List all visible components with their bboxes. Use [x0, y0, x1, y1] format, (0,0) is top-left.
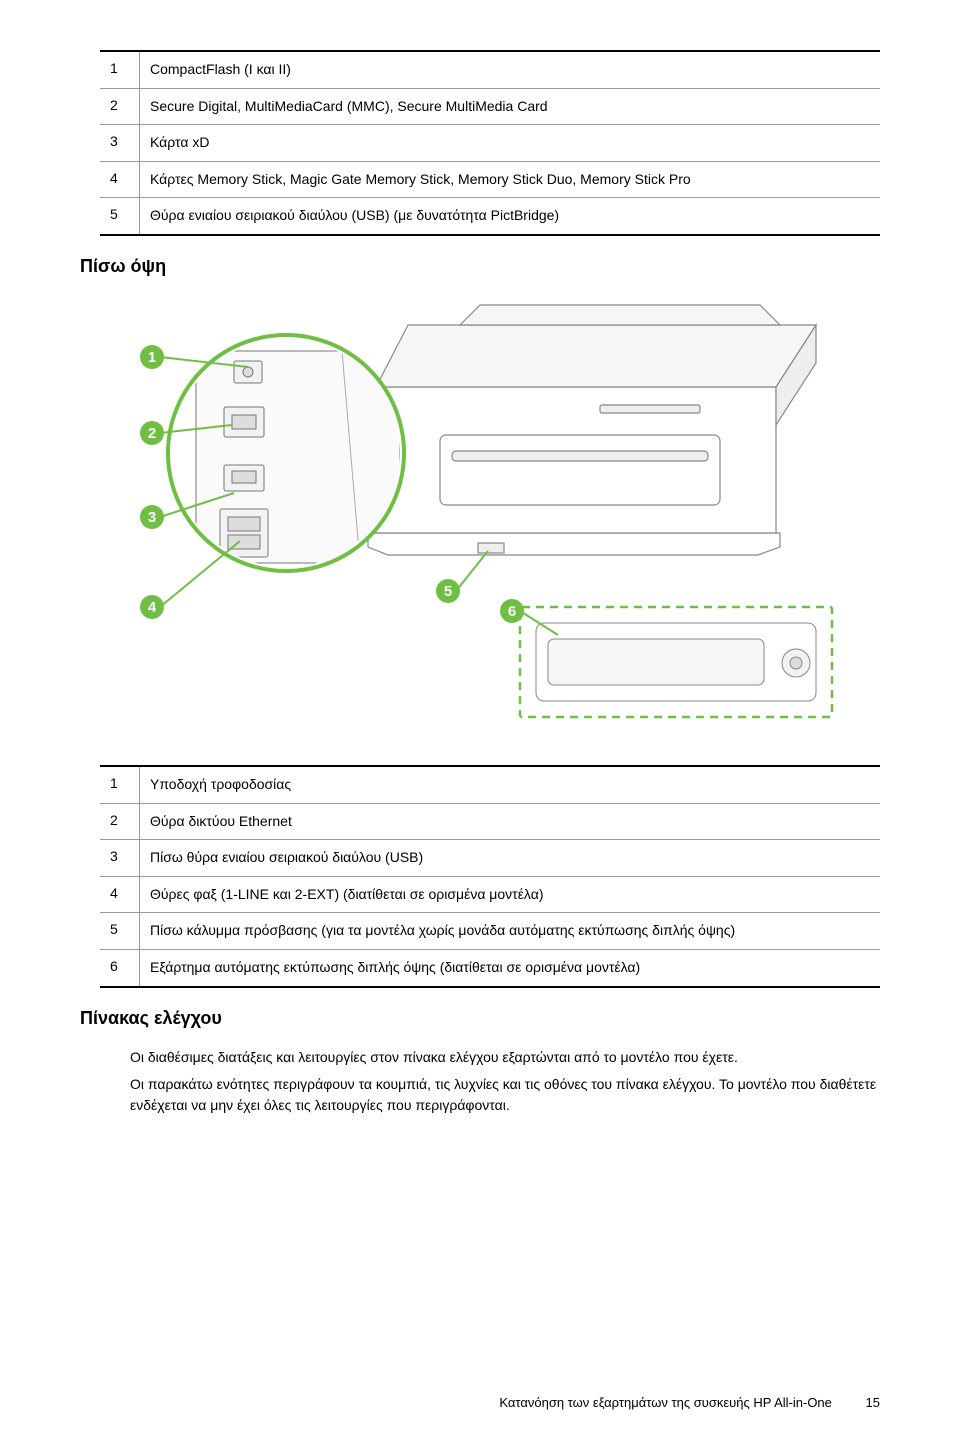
- table-row: 3 Πίσω θύρα ενιαίου σειριακού διαύλου (U…: [100, 840, 880, 877]
- svg-text:2: 2: [148, 425, 156, 442]
- row-desc: Πίσω κάλυμμα πρόσβασης (για τα μοντέλα χ…: [140, 913, 880, 949]
- row-desc: CompactFlash (I και II): [140, 52, 880, 88]
- row-num: 2: [100, 804, 140, 840]
- row-num: 1: [100, 52, 140, 88]
- paragraph-1: Οι διαθέσιμες διατάξεις και λειτουργίες …: [130, 1047, 880, 1068]
- svg-text:6: 6: [508, 603, 516, 620]
- table-row: 4 Θύρες φαξ (1-LINE και 2-EXT) (διατίθετ…: [100, 877, 880, 914]
- row-desc: Εξάρτημα αυτόματης εκτύπωσης διπλής όψης…: [140, 950, 880, 986]
- row-desc: Θύρα δικτύου Ethernet: [140, 804, 880, 840]
- rear-ports-table: 1 Υποδοχή τροφοδοσίας 2 Θύρα δικτύου Eth…: [100, 765, 880, 988]
- card-slots-table: 1 CompactFlash (I και II) 2 Secure Digit…: [100, 50, 880, 236]
- row-desc: Κάρτα xD: [140, 125, 880, 161]
- svg-text:1: 1: [148, 349, 156, 366]
- row-num: 3: [100, 840, 140, 876]
- row-num: 5: [100, 198, 140, 234]
- table-row: 1 Υποδοχή τροφοδοσίας: [100, 767, 880, 804]
- row-num: 4: [100, 877, 140, 913]
- rear-view-heading: Πίσω όψη: [80, 256, 880, 277]
- row-num: 1: [100, 767, 140, 803]
- control-panel-heading: Πίνακας ελέγχου: [80, 1008, 880, 1029]
- table-row: 2 Secure Digital, MultiMediaCard (MMC), …: [100, 89, 880, 126]
- rear-view-diagram: 1 2 3 4 5 6: [100, 295, 880, 755]
- row-num: 2: [100, 89, 140, 125]
- row-num: 3: [100, 125, 140, 161]
- row-num: 5: [100, 913, 140, 949]
- table-row: 1 CompactFlash (I και II): [100, 52, 880, 89]
- paragraph-2: Οι παρακάτω ενότητες περιγράφουν τα κουμ…: [130, 1074, 880, 1116]
- page-number: 15: [866, 1395, 880, 1410]
- row-num: 4: [100, 162, 140, 198]
- svg-text:3: 3: [148, 509, 156, 526]
- printer-diagram-svg: 1 2 3 4 5 6: [100, 295, 880, 755]
- table-row: 3 Κάρτα xD: [100, 125, 880, 162]
- page-footer: Κατανόηση των εξαρτημάτων της συσκευής H…: [499, 1395, 880, 1410]
- row-desc: Θύρα ενιαίου σειριακού διαύλου (USB) (με…: [140, 198, 880, 234]
- table-row: 4 Κάρτες Memory Stick, Magic Gate Memory…: [100, 162, 880, 199]
- row-desc: Θύρες φαξ (1-LINE και 2-EXT) (διατίθεται…: [140, 877, 880, 913]
- row-desc: Πίσω θύρα ενιαίου σειριακού διαύλου (USB…: [140, 840, 880, 876]
- table-row: 5 Θύρα ενιαίου σειριακού διαύλου (USB) (…: [100, 198, 880, 234]
- svg-text:4: 4: [148, 599, 157, 616]
- table-row: 6 Εξάρτημα αυτόματης εκτύπωσης διπλής όψ…: [100, 950, 880, 986]
- footer-text: Κατανόηση των εξαρτημάτων της συσκευής H…: [499, 1395, 832, 1410]
- row-desc: Υποδοχή τροφοδοσίας: [140, 767, 880, 803]
- row-desc: Secure Digital, MultiMediaCard (MMC), Se…: [140, 89, 880, 125]
- table-row: 2 Θύρα δικτύου Ethernet: [100, 804, 880, 841]
- table-row: 5 Πίσω κάλυμμα πρόσβασης (για τα μοντέλα…: [100, 913, 880, 950]
- row-desc: Κάρτες Memory Stick, Magic Gate Memory S…: [140, 162, 880, 198]
- svg-text:5: 5: [444, 583, 452, 600]
- row-num: 6: [100, 950, 140, 986]
